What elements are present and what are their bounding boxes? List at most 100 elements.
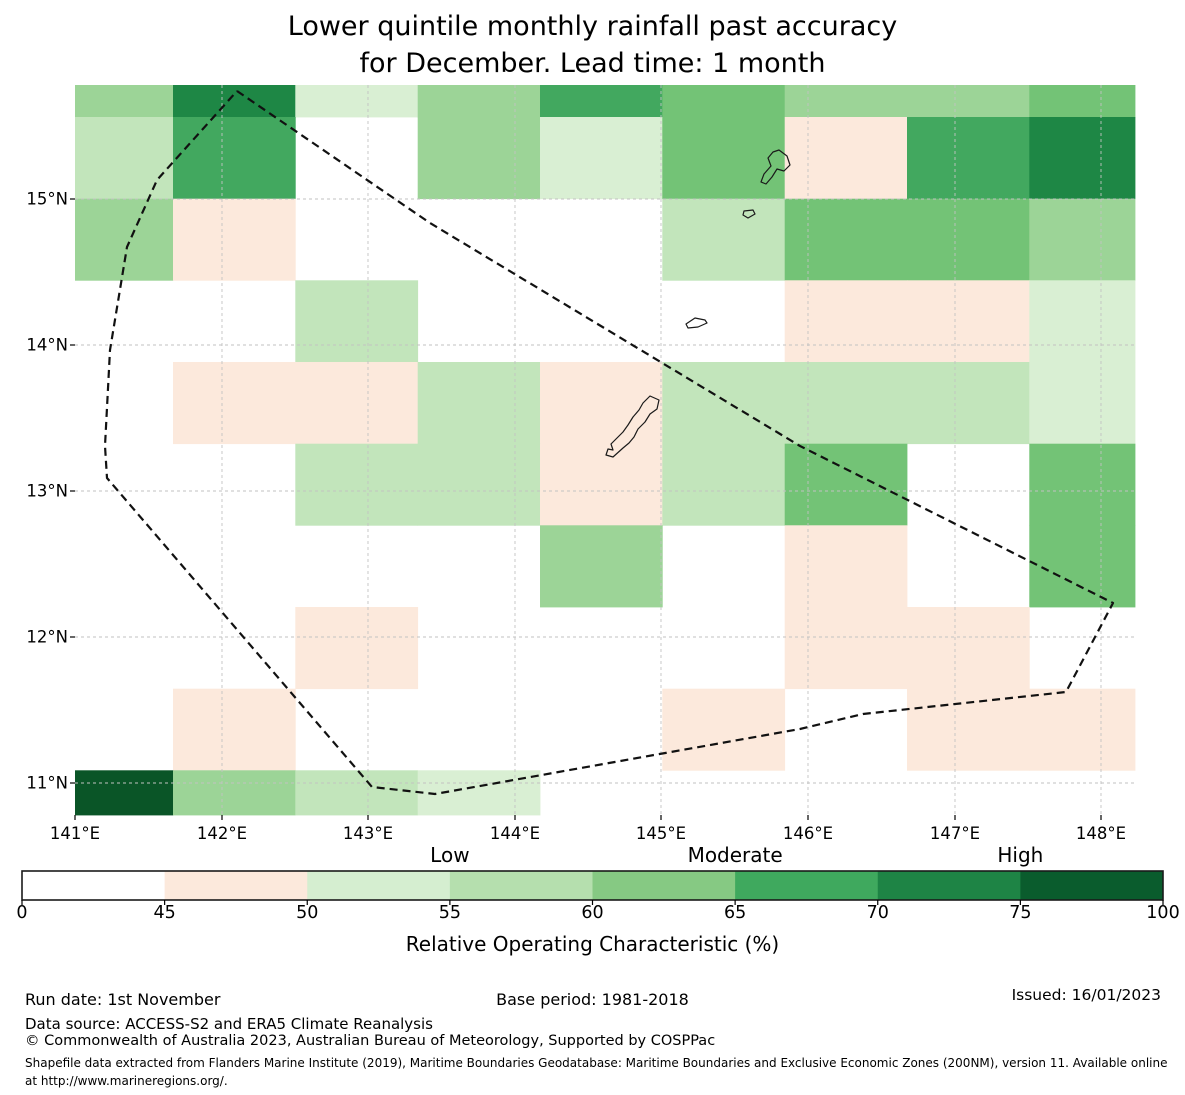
heatmap-cell	[1029, 85, 1136, 118]
heatmap-cell	[295, 85, 419, 118]
footer-shapefile-attribution-line2: at http://www.marineregions.org/.	[25, 1074, 228, 1088]
island-coastline	[605, 395, 660, 458]
heatmap-cell	[1029, 198, 1136, 281]
footer-copyright: © Commonwealth of Australia 2023, Austra…	[25, 1033, 716, 1049]
colorbar-tick-label: 60	[581, 903, 604, 923]
heatmap-cell	[907, 117, 1030, 200]
colorbar-segment	[22, 871, 166, 900]
colorbar-tick-label: 75	[1009, 903, 1032, 923]
chart-title: Lower quintile monthly rainfall past acc…	[0, 8, 1185, 82]
x-axis-tick-label: 148°E	[1075, 824, 1127, 843]
colorbar-segment	[1020, 871, 1164, 900]
x-axis-tick-label: 142°E	[196, 824, 248, 843]
colorbar-segment	[307, 871, 451, 900]
island-coastline	[760, 149, 791, 185]
heatmap-cell	[907, 280, 1030, 363]
colorbar-tick-label: 65	[723, 903, 747, 923]
heatmap-cell	[1029, 362, 1136, 445]
x-axis-tick-label: 141°E	[49, 824, 101, 843]
y-axis-tick-label: 14°N	[26, 335, 68, 355]
heatmap-cell	[295, 607, 419, 690]
x-axis-tick-label: 145°E	[635, 824, 687, 843]
eez-boundary	[103, 90, 1115, 796]
heatmap-cell	[417, 362, 541, 445]
colorbar-segment	[735, 871, 879, 900]
heatmap-cell	[907, 688, 1030, 771]
colorbar-segment	[592, 871, 736, 900]
heatmap-cell	[295, 362, 419, 445]
x-axis-tick-label: 143°E	[342, 824, 394, 843]
x-axis-tick-label: 146°E	[782, 824, 834, 843]
heatmap-cell	[540, 443, 663, 526]
heatmap-cell	[75, 117, 174, 200]
chart-title-line1: Lower quintile monthly rainfall past acc…	[287, 11, 898, 42]
heatmap-cell	[1029, 117, 1136, 200]
heatmap-cell	[784, 362, 908, 445]
heatmap-cell	[75, 85, 174, 118]
heatmap-cell	[540, 362, 663, 445]
colorbar-segment	[164, 871, 308, 900]
heatmap-cell	[417, 85, 541, 118]
colorbar-tick-label: 0	[16, 903, 28, 923]
colorbar-tick-label: 50	[296, 903, 319, 923]
heatmap-cell	[1029, 525, 1136, 608]
heatmap-cell	[295, 770, 419, 816]
heatmap-cell	[1029, 688, 1136, 771]
colorbar-axis-label: Relative Operating Characteristic (%)	[405, 932, 780, 956]
footer-shapefile-attribution-line1: Shapefile data extracted from Flanders M…	[25, 1056, 1168, 1070]
heatmap-cell	[662, 117, 786, 200]
heatmap-cell	[907, 362, 1030, 445]
colorbar-tick-label: 70	[866, 903, 889, 923]
colorbar-segment	[449, 871, 593, 900]
island-coastline	[742, 209, 756, 219]
heatmap-cell	[784, 280, 908, 363]
colorbar-tick-label: 55	[438, 903, 462, 923]
heatmap-cell	[173, 362, 296, 445]
heatmap-cell	[540, 525, 663, 608]
heatmap-cell	[173, 85, 296, 118]
heatmap-cell	[784, 525, 908, 608]
heatmap-cell	[907, 607, 1030, 690]
footer-base-period: Base period: 1981-2018	[496, 990, 689, 1009]
heatmap-cell	[295, 443, 419, 526]
heatmap-cell	[784, 607, 908, 690]
chart-title-line2: for December. Lead time: 1 month	[359, 48, 826, 79]
heatmap-cell	[417, 443, 541, 526]
heatmap-cell	[75, 198, 174, 281]
heatmap-cell	[784, 443, 908, 526]
heatmap-cell	[662, 362, 786, 445]
colorbar-category-label: Low	[430, 843, 470, 867]
heatmap-cell	[907, 198, 1030, 281]
heatmap-cell	[784, 117, 908, 200]
heatmap-cell	[1029, 443, 1136, 526]
heatmap-cell	[417, 117, 541, 200]
heatmap-cell	[907, 85, 1030, 118]
y-axis-tick-label: 12°N	[26, 627, 68, 647]
x-axis-tick-label: 144°E	[489, 824, 541, 843]
colorbar-category-label: Moderate	[687, 843, 783, 867]
heatmap-cell	[662, 688, 786, 771]
heatmap-cell	[1029, 280, 1136, 363]
colorbar-category-label: High	[997, 843, 1044, 867]
colorbar-tick-label: 45	[153, 903, 176, 923]
heatmap-cell	[784, 85, 908, 118]
heatmap-cell	[662, 443, 786, 526]
footer-run-date: Run date: 1st November	[25, 990, 221, 1009]
heatmap-cell	[173, 117, 296, 200]
heatmap-cell	[662, 198, 786, 281]
x-axis-tick-label: 147°E	[929, 824, 981, 843]
colorbar-segment	[877, 871, 1021, 900]
y-axis-tick-label: 11°N	[26, 773, 68, 793]
heatmap-cell	[540, 85, 663, 118]
footer-data-source: Data source: ACCESS-S2 and ERA5 Climate …	[25, 1015, 433, 1033]
colorbar-tick-label: 100	[1146, 903, 1180, 923]
heatmap-cell	[295, 280, 419, 363]
island-coastline	[685, 317, 708, 329]
footer-issued-date: Issued: 16/01/2023	[1011, 986, 1161, 1004]
heatmap-cell	[75, 770, 174, 816]
heatmap-cell	[540, 117, 663, 200]
y-axis-tick-label: 15°N	[26, 189, 68, 209]
y-axis-tick-label: 13°N	[26, 481, 68, 501]
